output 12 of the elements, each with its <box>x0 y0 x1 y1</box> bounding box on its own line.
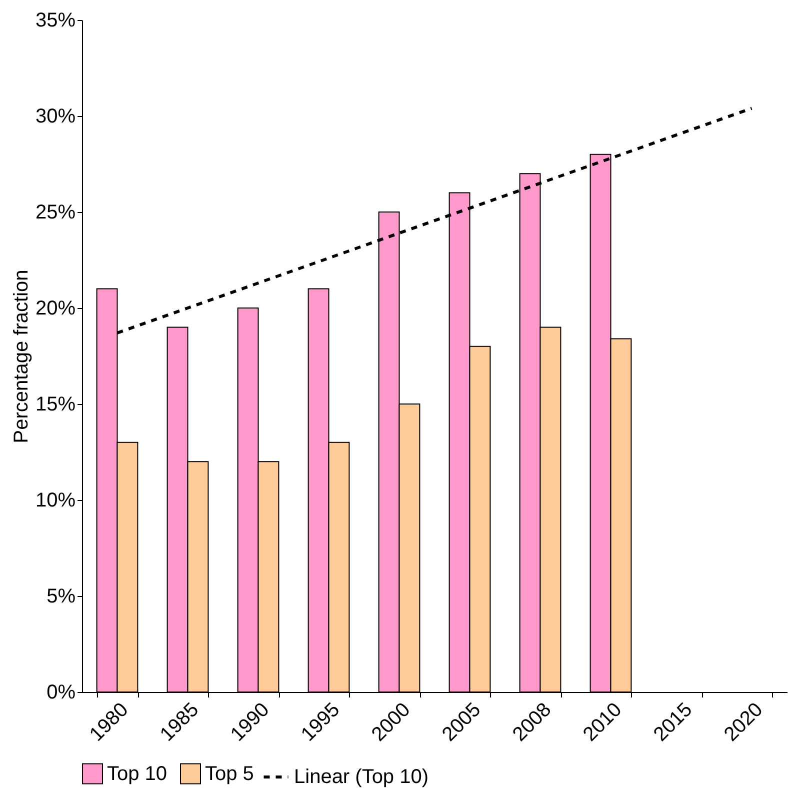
y-axis-title: Percentage fraction <box>10 270 32 444</box>
y-tick-label: 35% <box>35 10 76 32</box>
y-tick-label: 15% <box>35 394 76 416</box>
legend-label: Linear (Top 10) <box>294 766 429 788</box>
legend-label: Top 5 <box>205 762 254 785</box>
y-tick-label: 30% <box>35 106 76 128</box>
y-tick-label: 25% <box>35 202 76 224</box>
y-tick-label: 0% <box>46 682 76 704</box>
y-tick-label: 5% <box>46 586 76 608</box>
y-tick-label: 20% <box>35 298 76 320</box>
legend-label: Top 10 <box>107 762 168 785</box>
y-tick-label: 10% <box>35 490 76 512</box>
